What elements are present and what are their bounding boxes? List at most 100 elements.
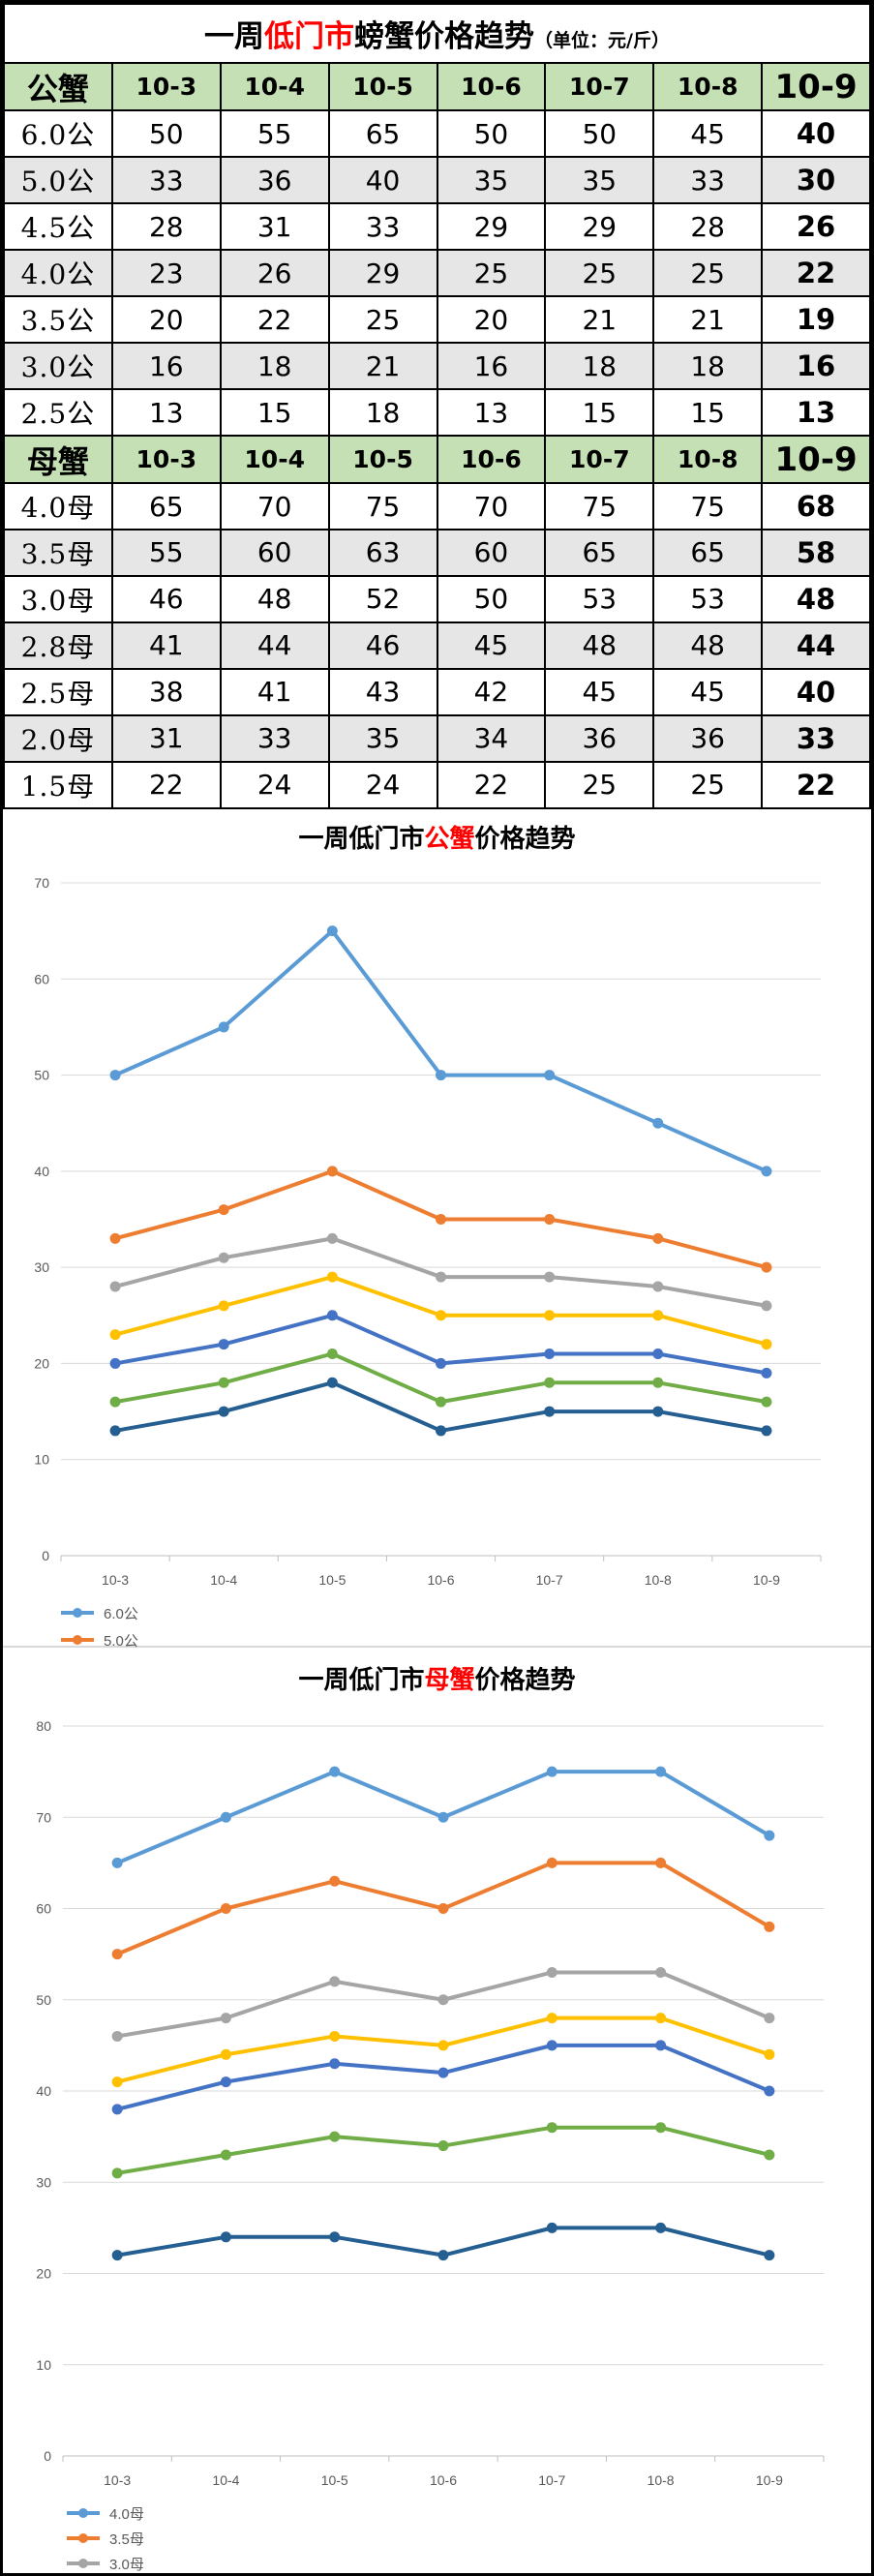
price-cell: 75 (652, 482, 764, 530)
data-point (329, 1766, 341, 1777)
data-point (761, 1425, 772, 1437)
date-header: 10-7 (544, 435, 655, 485)
price-cell: 15 (652, 388, 764, 438)
y-tick-label: 0 (42, 1548, 49, 1563)
data-point (111, 2030, 123, 2042)
price-cell: 44 (761, 621, 871, 670)
data-point (329, 2131, 341, 2142)
price-cell: 50 (436, 574, 547, 623)
data-point (761, 1396, 772, 1408)
price-cell: 50 (110, 109, 222, 159)
data-point (218, 1204, 229, 1216)
table-title: 一周低门市螃蟹价格趋势（单位：元/斤） (3, 2, 871, 65)
date-header: 10-9 (761, 62, 871, 112)
data-point (437, 1811, 449, 1823)
data-point (326, 1271, 338, 1283)
price-cell: 33 (327, 202, 438, 252)
data-point (546, 2222, 558, 2233)
price-cell: 15 (544, 388, 655, 438)
y-tick-label: 20 (34, 1355, 49, 1371)
price-cell: 36 (652, 713, 764, 763)
legend-label: 4.0母 (109, 2506, 144, 2523)
table-title-highlight: 低门市 (264, 19, 355, 55)
data-point (544, 1310, 556, 1321)
table-row: 4.0母 65 70 75 70 75 75 68 (3, 482, 871, 530)
data-point (546, 2122, 558, 2134)
size-label: 6.0公 (3, 109, 113, 159)
price-cell: 24 (219, 760, 330, 810)
size-label: 4.5公 (3, 202, 113, 252)
date-header: 10-4 (219, 435, 330, 485)
price-cell: 20 (436, 295, 547, 345)
data-point (764, 2085, 775, 2097)
data-point (652, 1406, 664, 1417)
x-tick-label: 10-7 (538, 2472, 565, 2488)
x-tick-label: 10-3 (102, 1572, 129, 1588)
price-cell: 45 (652, 109, 764, 159)
price-cell: 25 (544, 249, 655, 298)
data-point (764, 1921, 775, 1932)
data-point (329, 1976, 341, 1987)
female-chart-title-suffix: 价格趋势 (474, 1666, 576, 1695)
price-cell: 25 (652, 249, 764, 298)
price-cell: 25 (327, 295, 438, 345)
x-tick-label: 10-8 (645, 1572, 672, 1588)
x-tick-label: 10-5 (318, 1572, 346, 1588)
female-header-row: 母蟹 10-3 10-4 10-5 10-6 10-7 10-8 10-9 (3, 435, 871, 485)
data-point (764, 2250, 775, 2261)
price-cell: 45 (544, 667, 655, 716)
price-cell: 35 (436, 156, 547, 205)
data-point (218, 1339, 229, 1350)
date-header: 10-3 (110, 435, 222, 485)
data-point (220, 1811, 231, 1823)
y-tick-label: 60 (34, 971, 49, 986)
legend-marker (78, 2533, 88, 2543)
data-point (111, 2250, 123, 2261)
price-cell: 43 (327, 667, 438, 716)
data-point (329, 1875, 341, 1887)
data-point (544, 1377, 556, 1388)
price-cell: 26 (219, 249, 330, 298)
data-point (652, 1310, 664, 1321)
size-label: 4.0母 (3, 482, 113, 530)
data-point (218, 1377, 229, 1388)
price-cell: 48 (219, 574, 330, 623)
price-cell: 55 (219, 109, 330, 159)
date-header: 10-8 (652, 62, 764, 112)
data-point (655, 1857, 667, 1868)
data-point (655, 2040, 667, 2051)
price-cell: 16 (110, 342, 222, 391)
data-point (109, 1396, 121, 1408)
date-header: 10-8 (652, 435, 764, 485)
price-cell: 26 (761, 202, 871, 252)
data-point (761, 1166, 772, 1177)
y-tick-label: 80 (36, 1718, 51, 1734)
price-cell: 16 (761, 342, 871, 391)
price-cell: 63 (327, 529, 438, 577)
price-cell: 48 (761, 574, 871, 623)
price-cell: 33 (652, 156, 764, 205)
chart-plot: 0 10 20 30 40 50 60 70 80 10-3 10-4 10-5 10-6 10-7 10-… (36, 1718, 825, 2573)
price-cell: 25 (544, 760, 655, 810)
data-point (326, 1166, 338, 1177)
price-cell: 29 (544, 202, 655, 252)
data-point (111, 2076, 123, 2088)
data-point (220, 1903, 231, 1914)
price-cell: 40 (327, 156, 438, 205)
table-title-row: 一周低门市螃蟹价格趋势（单位：元/斤） (3, 2, 871, 65)
x-tick-label: 10-3 (104, 2472, 131, 2488)
female-price-chart: 一周低门市母蟹价格趋势 0 10 20 30 40 50 60 70 80 10-3 10-4 10-… (3, 1649, 871, 2573)
price-cell: 22 (761, 760, 871, 810)
data-point (655, 2222, 667, 2233)
table-row: 2.5公 13 15 18 13 15 15 13 (3, 388, 871, 438)
size-label: 2.8母 (3, 621, 113, 670)
data-point (220, 2231, 231, 2243)
price-cell: 36 (219, 156, 330, 205)
price-cell: 38 (110, 667, 222, 716)
price-cell: 21 (544, 295, 655, 345)
price-cell: 65 (544, 529, 655, 577)
price-cell: 46 (327, 621, 438, 670)
x-tick-label: 10-6 (430, 2472, 457, 2488)
data-point (437, 1994, 449, 2006)
size-label: 3.0公 (3, 342, 113, 391)
